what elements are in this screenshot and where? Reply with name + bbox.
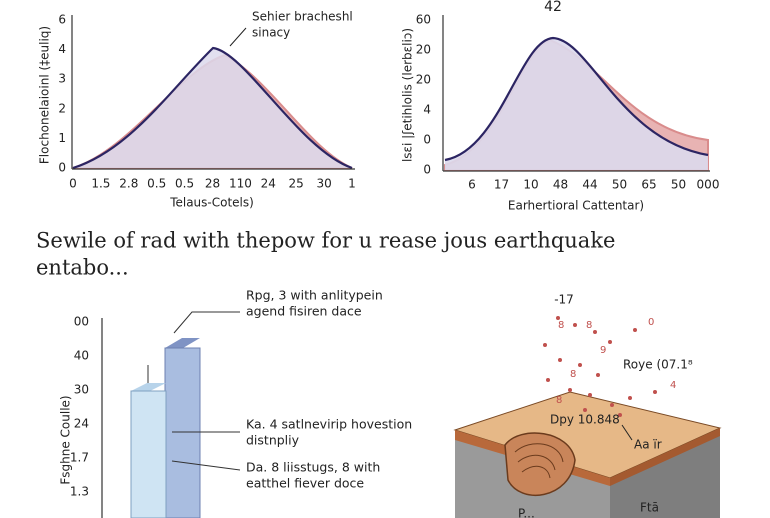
y-label: lsɛi |ʃetihlolis (lerbɛliɔ) bbox=[401, 28, 415, 162]
x-tick-label: 000 bbox=[697, 178, 720, 192]
note: Ka. 4 satlnevirip hovestion bbox=[246, 417, 412, 432]
crater bbox=[504, 432, 576, 496]
x-tick-label: 2.8 bbox=[119, 177, 138, 191]
scatter-dots bbox=[543, 316, 657, 417]
top-left-chart: Sehier bracheshl sinacy Flochonelaioinl … bbox=[38, 10, 355, 210]
quake-figure: -17 Roye (07.1⁸ Dpy 10.848 Aa ïr Ftā P..… bbox=[453, 293, 722, 518]
x-tick-label: 25 bbox=[289, 177, 304, 191]
bar-figure: Fsghne Coulle) Rpg, 3 with anlitypein ag… bbox=[59, 288, 412, 518]
y-tick-label: 6 bbox=[58, 13, 66, 27]
block-layer bbox=[610, 428, 720, 486]
label: Roye (07.1⁸ bbox=[623, 358, 693, 372]
top-label: -17 bbox=[554, 293, 574, 307]
bar bbox=[164, 347, 201, 518]
y-tick-label: 2 bbox=[58, 101, 66, 115]
x-tick-label: 1 bbox=[348, 177, 356, 191]
chart-title: 42 bbox=[544, 0, 562, 15]
label: Dpy 10.848 bbox=[550, 413, 620, 427]
y-label: Fsghne Coulle) bbox=[59, 395, 73, 484]
block-side bbox=[610, 428, 720, 518]
label: Ftā bbox=[640, 501, 659, 515]
dot-label: 8 bbox=[570, 369, 576, 380]
y-tick-label: 30 bbox=[74, 383, 89, 397]
x-tick-label: 30 bbox=[316, 177, 331, 191]
note: Da. 8 liisstugs, 8 with bbox=[246, 460, 380, 475]
y-tick-label: 3 bbox=[58, 72, 66, 86]
x-tick-label: 1.5 bbox=[91, 177, 110, 191]
x-label: Telaus-Cotels) bbox=[169, 196, 254, 210]
bar bbox=[130, 390, 167, 518]
y-tick-label: 40 bbox=[74, 349, 89, 363]
dot-label: 8 bbox=[586, 320, 592, 331]
label: P... bbox=[518, 507, 535, 518]
pointer bbox=[621, 424, 633, 441]
x-label: Earhertioral Cattentar) bbox=[508, 199, 644, 213]
x-tick-label: 44 bbox=[582, 178, 597, 192]
note: agend fisiren dace bbox=[246, 304, 362, 319]
y-tick-label: 4 bbox=[423, 103, 431, 117]
y-tick-label: 0 bbox=[423, 133, 431, 147]
y-tick-label: 1.7 bbox=[70, 451, 89, 465]
heading: entabo... bbox=[36, 256, 129, 280]
y-tick-label: 4 bbox=[58, 42, 66, 56]
top-right-chart: 42 lsɛi |ʃetihlolis (lerbɛliɔ) Earhertio… bbox=[401, 0, 710, 213]
x-tick-label: 0.5 bbox=[175, 177, 194, 191]
y-tick-label: 60 bbox=[416, 13, 431, 27]
y-tick-label: 00 bbox=[74, 315, 89, 329]
x-tick-label: 0 bbox=[69, 177, 77, 191]
y-tick-label: 1 bbox=[58, 131, 66, 145]
pointer bbox=[229, 27, 247, 47]
note: distnpliy bbox=[246, 433, 300, 448]
area-primary bbox=[73, 48, 352, 168]
y-tick-label: 1.3 bbox=[70, 485, 89, 499]
annotation: Sehier bracheshl bbox=[252, 10, 353, 24]
annotation: sinacy bbox=[252, 26, 290, 40]
dot-label: 0 bbox=[648, 317, 654, 328]
note: eatthel fiever doce bbox=[246, 476, 364, 491]
x-tick-label: 10 bbox=[523, 178, 538, 192]
x-tick-label: 24 bbox=[261, 177, 276, 191]
dot-label: 8 bbox=[556, 395, 562, 406]
area-primary bbox=[445, 38, 708, 170]
y-tick-label: 0 bbox=[423, 163, 431, 177]
x-tick-label: 28 bbox=[205, 177, 220, 191]
curve bbox=[72, 46, 353, 170]
y-tick-label: 20 bbox=[416, 73, 431, 87]
label: Aa ïr bbox=[634, 438, 662, 452]
x-tick-label: 65 bbox=[641, 178, 656, 192]
dot-label: 9 bbox=[600, 345, 606, 356]
pointer bbox=[173, 311, 240, 334]
note: Rpg, 3 with anlitypein bbox=[246, 288, 383, 303]
dot-label: 4 bbox=[670, 380, 676, 391]
y-tick-label: 20 bbox=[416, 43, 431, 57]
pointer bbox=[171, 460, 241, 471]
heading: Sewile of rad with thepow for u rease jo… bbox=[36, 229, 615, 253]
x-tick-label: 6 bbox=[468, 178, 476, 192]
crater-rings bbox=[514, 443, 564, 479]
curve bbox=[444, 36, 709, 162]
bar-top bbox=[165, 338, 200, 348]
x-tick-label: 0.5 bbox=[147, 177, 166, 191]
x-tick-label: 17 bbox=[494, 178, 509, 192]
x-tick-label: 110 bbox=[229, 177, 252, 191]
x-tick-label: 48 bbox=[553, 178, 568, 192]
y-tick-label: 24 bbox=[74, 417, 89, 431]
y-label: Flochonelaioinl (‡euliq) bbox=[38, 26, 52, 164]
x-tick-label: 50 bbox=[612, 178, 627, 192]
bar-top bbox=[131, 383, 166, 391]
y-tick-label: 0 bbox=[58, 161, 66, 175]
dot-label: 8 bbox=[558, 320, 564, 331]
x-tick-label: 50 bbox=[671, 178, 686, 192]
